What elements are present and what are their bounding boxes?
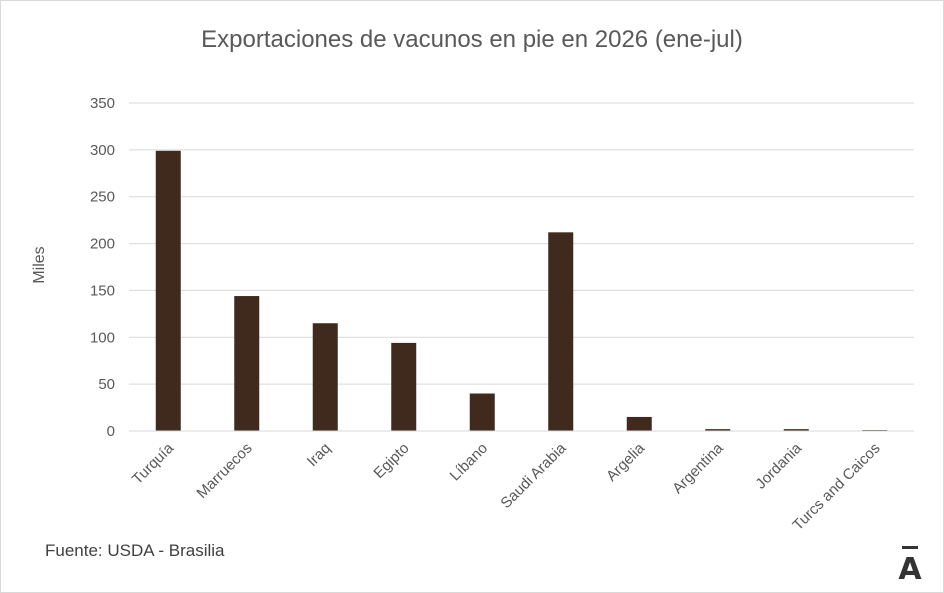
x-axis-labels: Turquía Marruecos Iraq Egipto Líbano Saudi Ar… bbox=[129, 439, 884, 534]
y-tick-label: 150 bbox=[90, 282, 115, 299]
x-tick-label: Saudi Arabia bbox=[497, 439, 570, 512]
bar bbox=[626, 416, 652, 431]
bar bbox=[155, 150, 181, 431]
y-tick-label: 300 bbox=[90, 142, 115, 159]
chart-title: Exportaciones de vacunos en pie en 2026 … bbox=[201, 26, 743, 53]
source-note: Fuente: USDA - Brasilia bbox=[45, 541, 225, 560]
bars bbox=[155, 150, 888, 431]
x-tick-label: Líbano bbox=[447, 440, 491, 484]
brand-logo: A bbox=[898, 552, 922, 587]
x-tick-label: Turcs and Caicos bbox=[789, 440, 883, 534]
y-tick-label: 0 bbox=[107, 423, 115, 440]
bar bbox=[312, 323, 338, 431]
x-tick-label: Argentina bbox=[669, 439, 727, 497]
y-tick-label: 200 bbox=[90, 236, 115, 253]
x-tick-label: Marruecos bbox=[193, 440, 255, 502]
x-tick-label: Iraq bbox=[304, 440, 334, 470]
x-tick-label: Egipto bbox=[370, 440, 412, 482]
bar bbox=[783, 429, 809, 431]
bar bbox=[705, 429, 731, 431]
x-tick-label: Jordania bbox=[752, 439, 805, 492]
bar bbox=[469, 393, 495, 431]
y-axis-label: Miles bbox=[31, 246, 48, 283]
bar bbox=[548, 232, 574, 431]
brand-logo-macron bbox=[902, 546, 918, 549]
gridlines bbox=[129, 102, 914, 385]
x-tick-label: Turquía bbox=[129, 439, 178, 488]
y-tick-label: 250 bbox=[90, 189, 115, 206]
y-tick-label: 50 bbox=[98, 376, 115, 393]
y-tick-label: 100 bbox=[90, 329, 115, 346]
y-tick-label: 350 bbox=[90, 95, 115, 112]
x-tick-label: Argelia bbox=[603, 439, 649, 485]
y-axis-ticks: 0 50 100 150 200 250 300 350 bbox=[90, 95, 115, 440]
bar bbox=[391, 342, 417, 431]
bar bbox=[234, 296, 260, 431]
